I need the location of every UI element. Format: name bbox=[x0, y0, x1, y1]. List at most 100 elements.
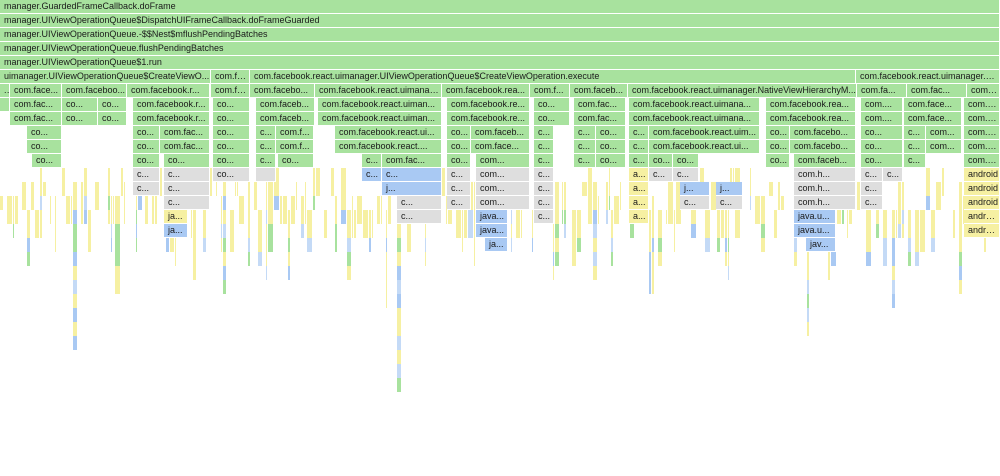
stack-frame[interactable]: co... bbox=[164, 154, 210, 168]
stack-frame[interactable]: a... bbox=[629, 210, 649, 224]
stack-frame[interactable] bbox=[725, 210, 728, 224]
stack-frame[interactable] bbox=[397, 252, 402, 266]
stack-frame[interactable]: com.fac bbox=[964, 154, 1000, 168]
stack-frame[interactable] bbox=[593, 252, 598, 266]
stack-frame[interactable] bbox=[902, 224, 905, 238]
stack-frame[interactable]: com.h... bbox=[794, 168, 856, 182]
stack-frame[interactable]: com.facebook.rea... bbox=[766, 112, 856, 126]
stack-frame[interactable] bbox=[166, 238, 170, 252]
stack-frame[interactable] bbox=[301, 224, 305, 238]
stack-frame[interactable]: com.facebook.rea... bbox=[766, 98, 856, 112]
stack-frame[interactable] bbox=[155, 196, 158, 210]
stack-frame[interactable] bbox=[468, 196, 474, 210]
stack-frame[interactable] bbox=[892, 224, 896, 238]
stack-frame[interactable] bbox=[341, 168, 347, 182]
stack-frame[interactable]: ja... bbox=[164, 210, 188, 224]
stack-frame[interactable] bbox=[761, 224, 766, 238]
stack-frame[interactable]: android bbox=[964, 196, 1000, 210]
stack-frame[interactable]: com.... bbox=[861, 112, 903, 126]
stack-frame[interactable] bbox=[674, 210, 676, 224]
stack-frame[interactable] bbox=[221, 196, 223, 210]
stack-frame[interactable]: com.fac... bbox=[160, 140, 210, 154]
stack-frame[interactable]: co... bbox=[861, 154, 903, 168]
stack-frame[interactable] bbox=[108, 182, 111, 196]
stack-frame[interactable] bbox=[136, 224, 138, 238]
stack-frame[interactable] bbox=[274, 182, 280, 196]
stack-frame[interactable] bbox=[175, 252, 177, 266]
stack-frame[interactable] bbox=[258, 238, 263, 252]
stack-frame[interactable] bbox=[335, 224, 338, 238]
stack-frame[interactable] bbox=[288, 238, 291, 252]
stack-frame[interactable]: c... bbox=[534, 154, 554, 168]
stack-frame[interactable] bbox=[7, 196, 13, 210]
stack-frame[interactable]: com.fac... bbox=[160, 126, 210, 140]
stack-frame[interactable] bbox=[532, 238, 534, 252]
stack-frame[interactable]: com.faceb... bbox=[256, 112, 315, 126]
stack-frame[interactable] bbox=[668, 196, 674, 210]
stack-frame[interactable] bbox=[705, 224, 711, 238]
stack-frame[interactable]: com.f... bbox=[530, 84, 570, 98]
stack-frame[interactable] bbox=[761, 238, 766, 252]
stack-frame[interactable] bbox=[158, 168, 163, 182]
stack-frame[interactable]: com.fac bbox=[964, 140, 1000, 154]
stack-frame[interactable] bbox=[223, 252, 227, 266]
stack-frame[interactable] bbox=[7, 210, 13, 224]
stack-frame[interactable]: c... bbox=[447, 168, 471, 182]
stack-frame[interactable] bbox=[31, 182, 35, 196]
stack-frame[interactable]: com.facebook.react.... bbox=[335, 140, 442, 154]
stack-frame[interactable]: manager.GuardedFrameCallback.doFrame bbox=[0, 0, 1000, 14]
stack-frame[interactable] bbox=[847, 224, 849, 238]
stack-frame[interactable] bbox=[316, 168, 321, 182]
stack-frame[interactable]: uimanager.UIViewOperationQueue$CreateVie… bbox=[0, 70, 211, 84]
stack-frame[interactable] bbox=[280, 196, 283, 210]
stack-frame[interactable] bbox=[915, 224, 920, 238]
stack-frame[interactable] bbox=[593, 266, 598, 280]
stack-frame[interactable] bbox=[55, 210, 57, 224]
stack-frame[interactable] bbox=[448, 210, 453, 224]
stack-frame[interactable] bbox=[357, 196, 363, 210]
stack-frame[interactable] bbox=[115, 196, 121, 210]
stack-frame[interactable] bbox=[464, 210, 468, 224]
stack-frame[interactable] bbox=[397, 322, 402, 336]
stack-frame[interactable] bbox=[521, 224, 523, 238]
stack-frame[interactable] bbox=[341, 182, 347, 196]
stack-frame[interactable] bbox=[593, 196, 598, 210]
stack-frame[interactable] bbox=[115, 210, 121, 224]
stack-frame[interactable] bbox=[931, 210, 936, 224]
stack-frame[interactable]: c... bbox=[629, 154, 649, 168]
stack-frame[interactable] bbox=[239, 210, 245, 224]
stack-frame[interactable] bbox=[307, 224, 313, 238]
stack-frame[interactable] bbox=[572, 238, 577, 252]
stack-frame[interactable] bbox=[728, 210, 730, 224]
stack-frame[interactable] bbox=[959, 280, 963, 294]
stack-frame[interactable] bbox=[221, 210, 223, 224]
stack-frame[interactable]: com... bbox=[476, 196, 530, 210]
stack-frame[interactable]: a... bbox=[629, 196, 649, 210]
stack-frame[interactable] bbox=[363, 210, 369, 224]
stack-frame[interactable] bbox=[43, 182, 47, 196]
stack-frame[interactable] bbox=[35, 224, 40, 238]
stack-frame[interactable]: com.facebook.react.uimana... bbox=[629, 98, 760, 112]
stack-frame[interactable] bbox=[386, 294, 388, 308]
stack-frame[interactable] bbox=[464, 224, 468, 238]
stack-frame[interactable] bbox=[794, 252, 798, 266]
stack-frame[interactable] bbox=[268, 238, 274, 252]
stack-frame[interactable] bbox=[555, 210, 560, 224]
stack-frame[interactable] bbox=[577, 238, 582, 252]
stack-frame[interactable] bbox=[191, 210, 193, 224]
stack-frame[interactable] bbox=[456, 210, 462, 224]
stack-frame[interactable] bbox=[562, 196, 564, 210]
stack-frame[interactable] bbox=[425, 224, 427, 238]
stack-frame[interactable]: co... bbox=[534, 98, 570, 112]
stack-frame[interactable] bbox=[898, 182, 902, 196]
stack-frame[interactable] bbox=[341, 210, 347, 224]
stack-frame[interactable] bbox=[136, 196, 138, 210]
stack-frame[interactable]: c... bbox=[861, 182, 883, 196]
stack-frame[interactable]: j... bbox=[382, 182, 442, 196]
stack-frame[interactable] bbox=[658, 224, 663, 238]
stack-frame[interactable] bbox=[588, 196, 593, 210]
stack-frame[interactable] bbox=[193, 224, 197, 238]
stack-frame[interactable] bbox=[902, 196, 905, 210]
stack-frame[interactable] bbox=[474, 210, 476, 224]
stack-frame[interactable] bbox=[136, 210, 138, 224]
